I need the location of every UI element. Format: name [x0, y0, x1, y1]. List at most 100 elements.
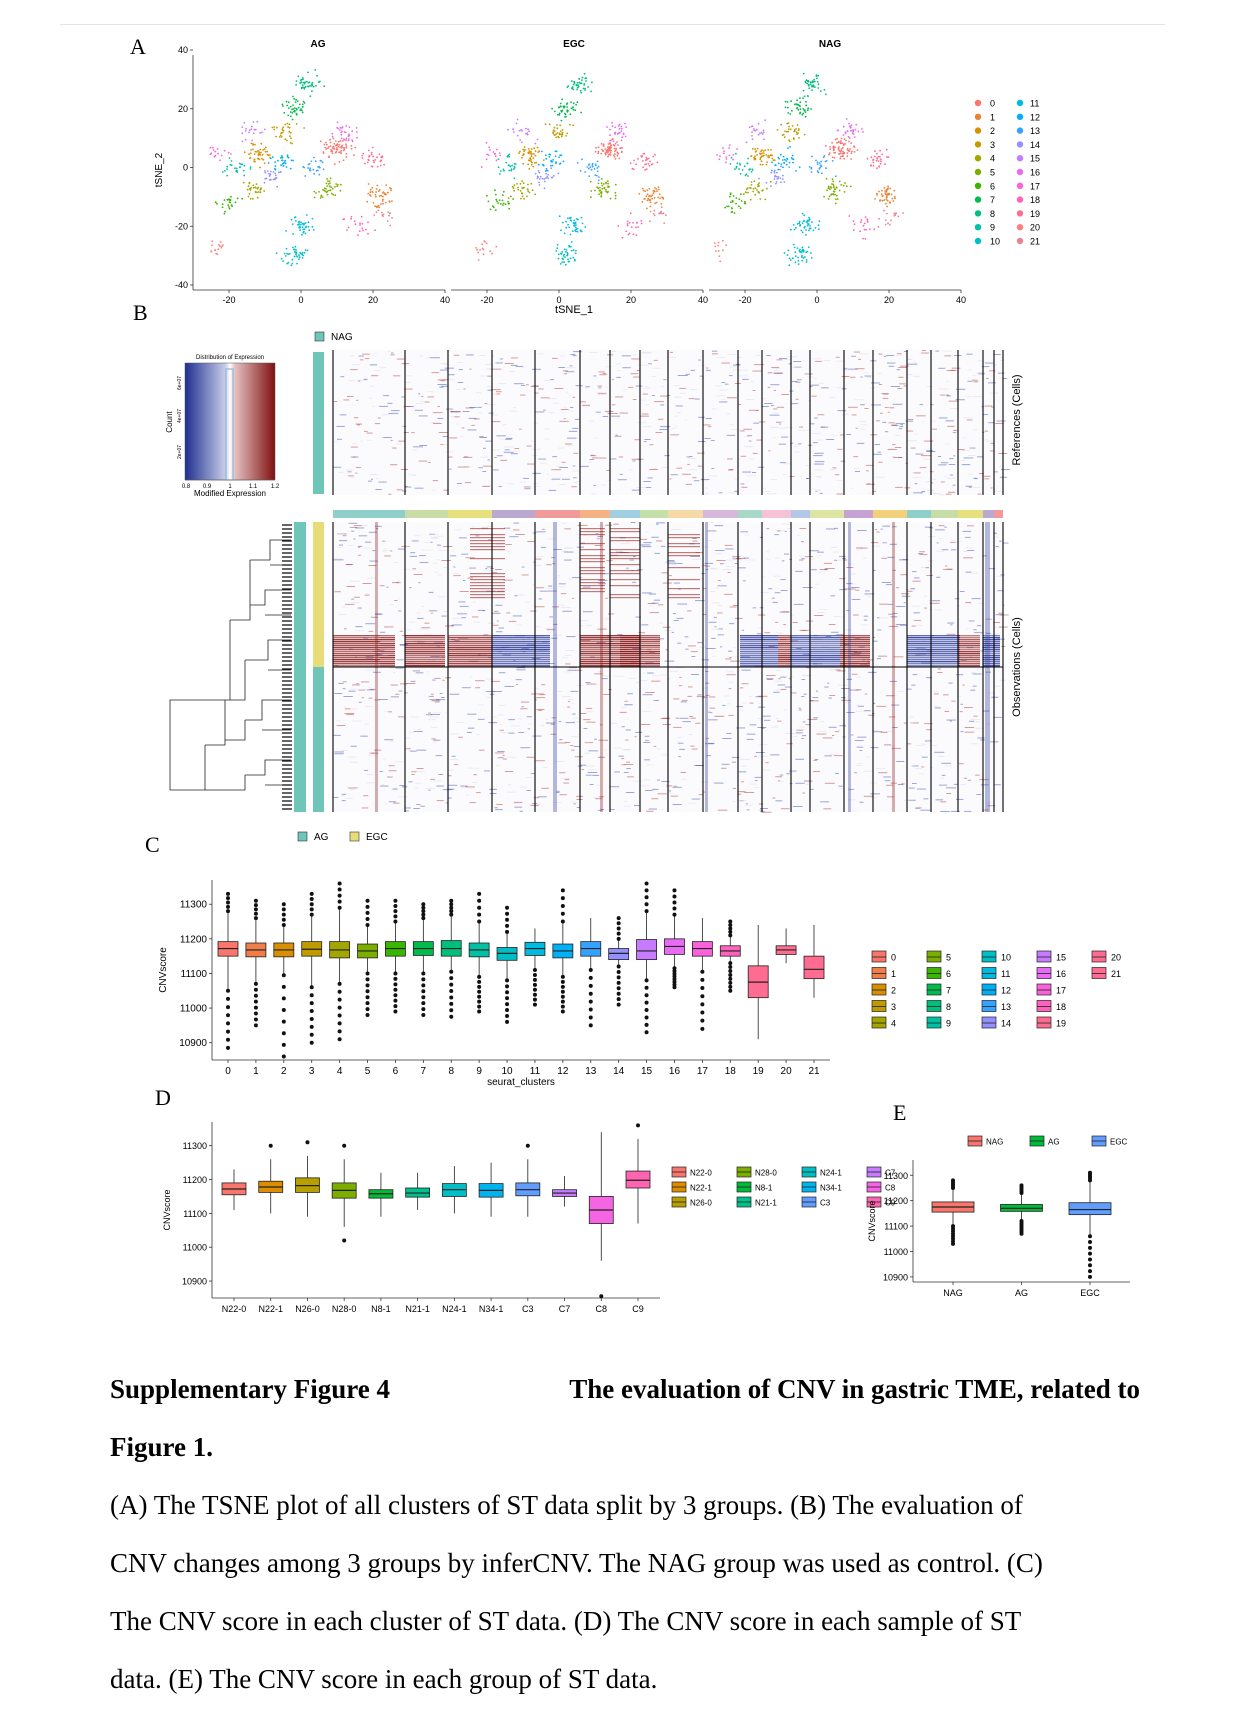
tsne-point: [583, 72, 586, 75]
heatmap-cell: [399, 644, 406, 646]
tsne-point: [581, 76, 584, 79]
heatmap-cell: [582, 586, 591, 588]
heatmap-cell: [781, 560, 785, 562]
tsne-point: [548, 156, 551, 158]
cnv-band-row: [740, 645, 778, 647]
heatmap-cell: [375, 489, 382, 490]
legend-label: 20: [1030, 223, 1040, 233]
tsne-point: [784, 100, 787, 103]
tsne-point: [513, 189, 515, 192]
tsne-point: [298, 256, 301, 259]
heatmap-cell: [986, 632, 991, 634]
tsne-point: [217, 248, 220, 251]
heatmap-cell: [541, 528, 545, 530]
cnv-band-row: [907, 645, 960, 647]
heatmap-cell: [903, 722, 907, 724]
cnv-band-row: [492, 663, 550, 665]
heatmap-cell: [460, 435, 464, 437]
tsne-point: [807, 220, 810, 222]
heatmap-cell: [392, 375, 401, 377]
tsne-point: [538, 171, 541, 174]
tsne-point: [266, 170, 269, 172]
heatmap-cell: [792, 366, 802, 368]
tsne-point: [263, 148, 266, 151]
tsne-point: [785, 160, 788, 162]
tsne-point: [653, 196, 656, 199]
heatmap-cell: [434, 571, 439, 573]
tsne-point: [339, 189, 342, 192]
tsne-point: [487, 200, 490, 203]
tsne-point: [325, 182, 328, 185]
heatmap-cell: [890, 579, 893, 581]
heatmap-cell: [420, 805, 425, 807]
tsne-point: [266, 153, 269, 156]
tsne-point: [324, 141, 327, 144]
tsne-point: [290, 218, 293, 221]
tsne-point: [734, 168, 736, 171]
tsne-point: [563, 253, 565, 256]
cnv-band-row: [958, 637, 980, 639]
tsne-point: [568, 244, 571, 247]
tsne-point: [327, 180, 329, 183]
tsne-point: [361, 154, 364, 157]
tsne-point: [601, 187, 604, 190]
tsne-point: [765, 181, 768, 184]
heatmap-cell: [702, 424, 711, 426]
tsne-point: [597, 150, 600, 153]
heatmap-cell: [499, 358, 503, 360]
tsne-point: [617, 124, 620, 127]
heatmap-cell: [404, 382, 411, 383]
heatmap-cell: [673, 726, 682, 728]
heatmap-cell: [589, 459, 594, 460]
tsne-point: [788, 257, 791, 260]
tsne-point: [853, 223, 856, 226]
heatmap-cell: [702, 614, 707, 615]
heatmap-cell: [951, 810, 960, 812]
heatmap-cell: [641, 546, 652, 548]
tsne-point: [645, 168, 648, 171]
tsne-point: [754, 148, 756, 150]
heatmap-cell: [712, 353, 718, 355]
tsne-point: [334, 194, 337, 197]
tsne-point: [370, 165, 373, 168]
hist-ytick: 6e+07: [177, 376, 183, 390]
heatmap-cell: [929, 745, 938, 746]
heatmap-cell: [721, 767, 727, 769]
tsne-point: [234, 201, 237, 204]
legend-dot: [1016, 155, 1024, 162]
tsne-point: [333, 146, 335, 148]
heatmap-cell: [404, 486, 408, 487]
heatmap-cell: [546, 629, 555, 631]
heatmap-cell: [645, 692, 655, 693]
heatmap-cell: [611, 404, 616, 406]
heatmap-cell: [482, 485, 492, 487]
tsne-point: [636, 222, 638, 224]
heatmap-cell: [656, 748, 662, 750]
heatmap-cell: [526, 777, 533, 778]
heatmap-cell: [855, 689, 862, 691]
heatmap-cell: [493, 691, 502, 692]
heatmap-cell: [886, 406, 889, 408]
heatmap-cell: [926, 575, 933, 576]
heatmap-cell: [776, 359, 783, 361]
heatmap-cell: [837, 670, 846, 672]
tsne-point: [651, 163, 654, 165]
tsne-point: [330, 150, 333, 153]
heatmap-cell: [834, 474, 840, 476]
tsne-point: [539, 175, 542, 178]
tsne-point: [274, 172, 277, 175]
heatmap-cell: [989, 450, 994, 452]
heatmap-cell: [970, 689, 976, 691]
heatmap-cell: [641, 724, 651, 725]
heatmap-cell: [977, 360, 982, 362]
heatmap-cell: [795, 782, 805, 784]
tsne-point: [744, 174, 747, 177]
tsne-point: [732, 158, 734, 161]
heatmap-cell: [604, 749, 607, 751]
heatmap-cell: [418, 460, 428, 462]
tsne-point: [318, 173, 321, 176]
heatmap-cell: [652, 367, 661, 369]
tsne-point: [653, 214, 656, 217]
heatmap-cell: [540, 725, 545, 727]
heatmap-cell: [736, 706, 744, 707]
